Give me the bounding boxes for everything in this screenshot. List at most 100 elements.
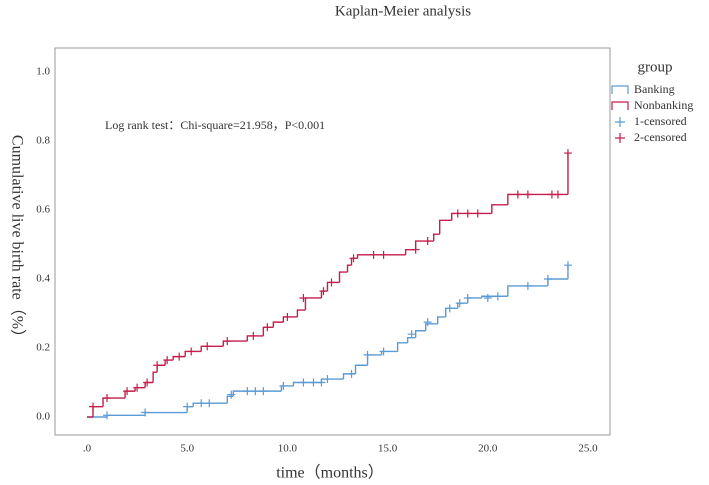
censor-mark: [411, 245, 420, 254]
y-tick-label: 0.6: [36, 204, 50, 216]
y-tick-label: 0.0: [36, 411, 50, 423]
chart-title: Kaplan-Meier analysis: [335, 3, 471, 19]
step-segment: [547, 278, 568, 286]
step-segment: [366, 354, 382, 366]
step-segment: [226, 395, 234, 404]
x-axis-title: time（months）: [276, 464, 384, 482]
censor-mark: [143, 378, 152, 387]
censor-mark: [563, 261, 572, 270]
censor-mark: [299, 293, 308, 302]
censor-mark: [89, 402, 98, 411]
censor-mark: [299, 378, 308, 387]
censor-mark: [227, 390, 236, 399]
censor-mark: [349, 254, 358, 263]
censor-mark: [251, 387, 260, 396]
censor-mark: [103, 411, 112, 420]
censor-mark: [523, 190, 532, 199]
censor-mark: [453, 209, 462, 218]
step-segment: [406, 336, 416, 343]
censor-mark: [197, 399, 206, 408]
step-segment: [404, 248, 416, 255]
x-tick-label: 20.0: [478, 443, 498, 455]
plot-frame: [54, 47, 611, 436]
step-segment: [356, 254, 406, 259]
step-segment: [152, 371, 158, 383]
step-segment: [338, 271, 348, 283]
censor-mark: [205, 399, 214, 408]
censor-mark: [543, 275, 552, 283]
censor-mark: [379, 347, 388, 356]
censor-mark: [175, 352, 184, 361]
censor-mark: [203, 342, 212, 351]
censor-mark: [379, 250, 388, 259]
step-segment: [445, 307, 458, 317]
step-segment: [232, 390, 282, 397]
legend-symbol: [615, 117, 625, 127]
legend-symbol: [611, 101, 629, 110]
step-segment: [507, 193, 568, 205]
censor-mark: [243, 387, 252, 396]
y-tick-label: 0.4: [36, 273, 50, 285]
legend-label: Nonbanking: [634, 98, 693, 112]
censor-mark: [103, 394, 112, 403]
x-tick-label: 5.0: [180, 443, 194, 455]
censor-mark: [259, 387, 268, 396]
censor-mark: [363, 350, 372, 359]
censor-mark: [263, 323, 272, 332]
step-segment: [144, 381, 154, 388]
step-segment: [437, 316, 446, 324]
legend-label: 1-censored: [634, 114, 687, 128]
censor-mark: [323, 375, 332, 384]
censor-mark: [141, 408, 150, 417]
step-segment: [246, 335, 264, 342]
censor-mark: [187, 347, 196, 356]
step-segment: [491, 204, 508, 214]
censor-mark: [493, 292, 502, 301]
censor-mark: [283, 312, 292, 321]
step-segment: [222, 340, 248, 347]
step-segment: [262, 326, 274, 336]
censor-mark: [123, 387, 132, 396]
censor-mark: [153, 361, 162, 370]
censor-mark: [455, 299, 464, 308]
censor-mark: [463, 293, 472, 302]
censor-mark: [133, 383, 142, 392]
legend-symbol: [615, 133, 625, 143]
step-segment: [144, 411, 188, 416]
step-segment: [342, 373, 356, 380]
step-segment: [304, 297, 322, 311]
legend-label: Banking: [634, 82, 675, 96]
step-segment: [192, 402, 228, 407]
censor-mark: [473, 209, 482, 218]
censor-mark: [563, 149, 572, 158]
step-segment: [106, 414, 146, 417]
step-segment: [467, 297, 482, 304]
censor-mark: [523, 281, 532, 290]
step-segment: [414, 330, 426, 338]
censor-mark: [553, 190, 562, 199]
censor-mark: [483, 293, 492, 302]
y-tick-label: 1.0: [36, 66, 50, 78]
step-segment: [184, 350, 202, 357]
step-segment: [432, 233, 440, 242]
step-segment: [102, 397, 126, 407]
x-tick-label: 25.0: [578, 443, 598, 455]
step-segment: [296, 309, 306, 317]
step-segment: [350, 257, 358, 266]
x-tick-label: 15.0: [378, 443, 398, 455]
step-segment: [326, 281, 340, 292]
y-tick-label: 0.2: [36, 342, 50, 354]
legend-symbol: [611, 85, 629, 94]
censor-mark: [347, 369, 356, 378]
step-segment: [439, 219, 452, 235]
step-segment: [200, 345, 224, 352]
censor-mark: [407, 330, 416, 339]
censor-mark: [445, 304, 454, 313]
step-segment: [414, 240, 434, 250]
step-segment: [320, 290, 328, 298]
annotation: Log rank test：Chi-square=21.958，P<0.001: [105, 118, 325, 132]
step-segment: [346, 264, 352, 273]
step-segment: [282, 316, 298, 323]
censor-mark: [319, 287, 328, 296]
